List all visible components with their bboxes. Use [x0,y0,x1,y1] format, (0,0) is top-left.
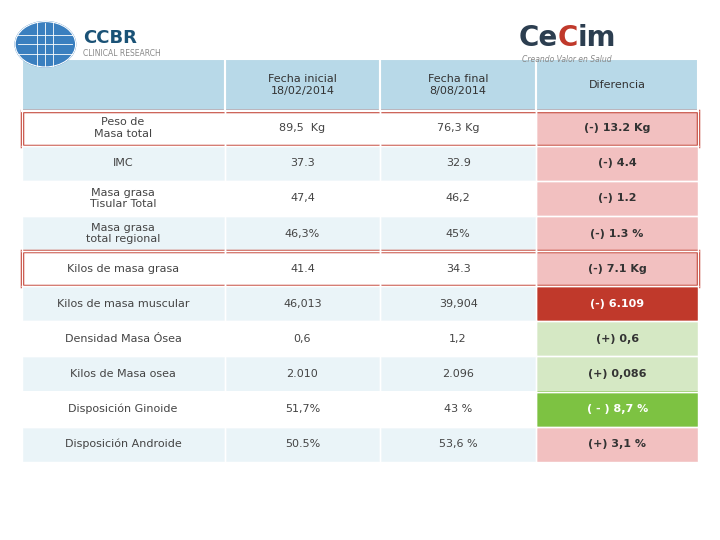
Text: 34.3: 34.3 [446,264,470,274]
Text: 39,904: 39,904 [438,299,477,309]
Text: Diferencia: Diferencia [589,80,646,90]
Text: 41.4: 41.4 [290,264,315,274]
Bar [380,181,536,216]
Text: Kilos de masa muscular: Kilos de masa muscular [57,299,189,309]
Text: (-) 7.1 Kg: (-) 7.1 Kg [588,264,647,274]
Bar [536,181,698,216]
Text: Ce: Ce [518,24,558,52]
Bar [536,111,698,146]
Text: 53,6 %: 53,6 % [438,439,477,449]
Bar [380,59,536,111]
Text: 89,5  Kg: 89,5 Kg [279,123,325,133]
Text: 46,3%: 46,3% [285,228,320,239]
Text: (+) 0,6: (+) 0,6 [595,334,639,344]
Bar [225,111,380,146]
Bar [225,216,380,251]
Bar [536,321,698,356]
Bar [225,427,380,462]
Bar [380,251,536,286]
Bar [536,251,698,286]
Bar [380,356,536,392]
Text: 51,7%: 51,7% [285,404,320,414]
Text: IMC: IMC [113,158,133,168]
Text: im: im [577,24,616,52]
Text: Densidad Masa Ósea: Densidad Masa Ósea [65,334,181,344]
Text: (-) 1.2: (-) 1.2 [598,193,636,204]
Bar [380,146,536,181]
Text: (-) 4.4: (-) 4.4 [598,158,636,168]
Bar [225,59,380,111]
Text: Disposición Androide: Disposición Androide [65,439,181,449]
Bar [225,392,380,427]
Text: 43 %: 43 % [444,404,472,414]
Bar [536,356,698,392]
Bar [380,392,536,427]
Bar [380,111,536,146]
Text: 76,3 Kg: 76,3 Kg [437,123,480,133]
Bar [380,286,536,321]
Text: 47,4: 47,4 [290,193,315,204]
Bar [22,111,698,146]
Bar [380,321,536,356]
Text: (+) 3,1 %: (+) 3,1 % [588,439,646,449]
Text: Kilos de masa grasa: Kilos de masa grasa [67,264,179,274]
Text: 2.010: 2.010 [287,369,318,379]
Bar [380,427,536,462]
Text: 32.9: 32.9 [446,158,471,168]
Bar [22,321,225,356]
Text: Peso de
Masa total: Peso de Masa total [94,117,152,139]
Bar [225,181,380,216]
Bar [22,356,225,392]
Bar [225,356,380,392]
Text: 0,6: 0,6 [294,334,311,344]
Text: (-) 13.2 Kg: (-) 13.2 Kg [584,123,650,133]
Bar [536,286,698,321]
Bar [536,392,698,427]
Bar [225,321,380,356]
Bar [536,216,698,251]
Bar [225,146,380,181]
Bar [22,392,225,427]
Text: (+) 0,086: (+) 0,086 [588,369,647,379]
Text: CLINICAL RESEARCH: CLINICAL RESEARCH [83,50,161,58]
Text: 45%: 45% [446,228,470,239]
Text: C: C [558,24,578,52]
Bar [536,59,698,111]
Text: CCBR: CCBR [83,29,137,47]
Text: Fecha final
8/08/2014: Fecha final 8/08/2014 [428,74,488,96]
Bar [22,216,225,251]
Text: 1,2: 1,2 [449,334,467,344]
Text: 50.5%: 50.5% [285,439,320,449]
Text: Kilos de Masa osea: Kilos de Masa osea [70,369,176,379]
Bar [225,286,380,321]
Text: 37.3: 37.3 [290,158,315,168]
Text: 46,2: 46,2 [446,193,470,204]
Text: (-) 1.3 %: (-) 1.3 % [590,228,644,239]
Text: Disposición Ginoide: Disposición Ginoide [68,404,178,414]
Text: Fecha inicial
18/02/2014: Fecha inicial 18/02/2014 [268,74,337,96]
Bar [380,216,536,251]
Bar [22,251,225,286]
Text: 46,013: 46,013 [283,299,322,309]
Text: Creando Valor en Salud: Creando Valor en Salud [522,55,611,64]
Bar [536,427,698,462]
Text: Masa grasa
total regional: Masa grasa total regional [86,222,161,244]
Circle shape [15,22,76,67]
Text: (-) 6.109: (-) 6.109 [590,299,644,309]
Bar [22,111,225,146]
Bar [22,251,698,286]
Bar [22,181,225,216]
Bar [22,427,225,462]
Text: Masa grasa
Tisular Total: Masa grasa Tisular Total [90,187,156,209]
Text: ( - ) 8,7 %: ( - ) 8,7 % [587,404,648,414]
Bar [536,146,698,181]
Bar [225,251,380,286]
Bar [22,286,225,321]
Bar [22,146,225,181]
Bar [22,59,225,111]
Text: 2.096: 2.096 [442,369,474,379]
